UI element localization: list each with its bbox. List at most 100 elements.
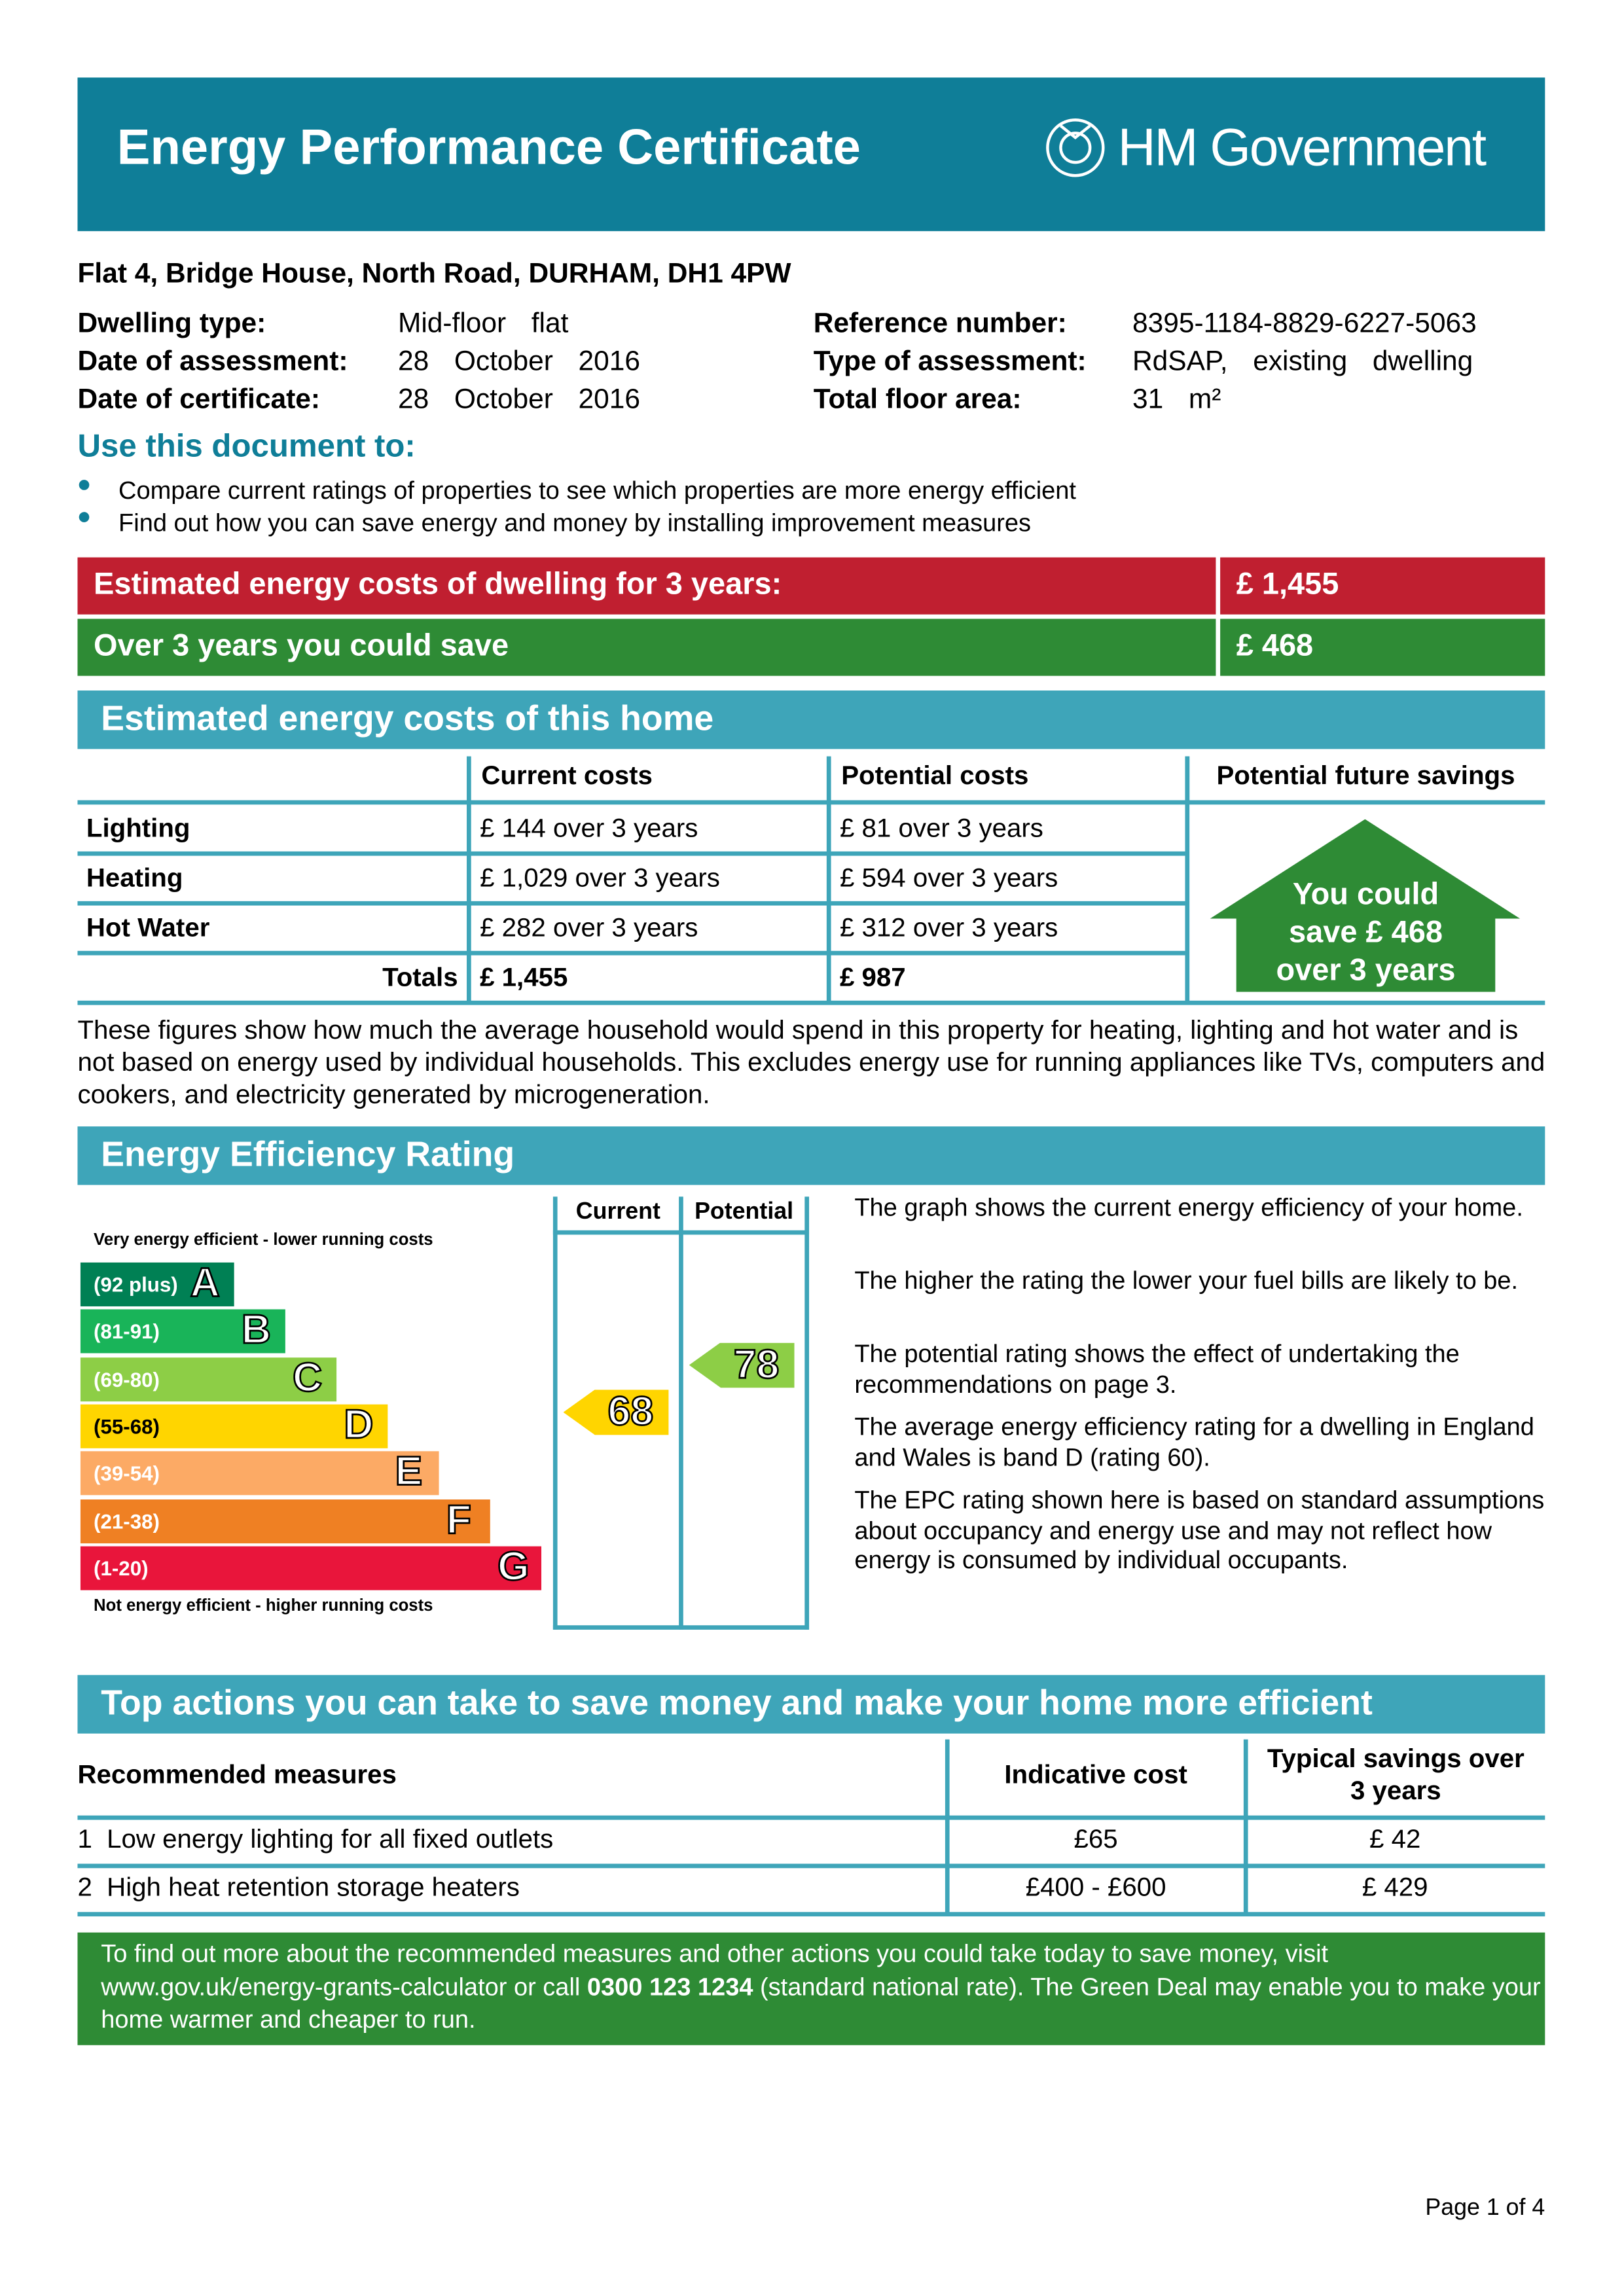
use-item: Find out how you can save energy and mon… (118, 509, 1032, 537)
bullet (79, 512, 90, 522)
column-header: Indicative cost (1004, 1759, 1187, 1789)
footer-text: To find out more about the recommended m… (101, 1939, 1549, 2037)
cell: £ 1,455 (480, 962, 568, 992)
rule (552, 1230, 810, 1235)
band-range: (81-91) (94, 1319, 160, 1344)
savings-text: over 3 years (1276, 954, 1456, 988)
detail-value: 28 October 2016 (397, 384, 640, 416)
section-heading: Energy Efficiency Rating (101, 1135, 515, 1175)
title: Energy Performance Certificate (117, 120, 861, 176)
cell: £400 - £600 (1025, 1872, 1166, 1902)
band-letter: B (240, 1306, 272, 1353)
rating-text: The potential rating shows the effect of… (854, 1340, 1460, 1398)
cell: £ 282 over 3 years (480, 912, 698, 942)
banner-bar (1220, 557, 1545, 615)
cell: 2 (77, 1872, 92, 1902)
band-bar (80, 1498, 490, 1543)
rating-value: 78 (732, 1340, 780, 1387)
band-letter: A (189, 1259, 221, 1306)
banner-value: £ 468 (1236, 629, 1314, 663)
band-range: (39-54) (94, 1462, 160, 1486)
rule (77, 851, 1185, 856)
rule (77, 1000, 1545, 1005)
cell: £ 429 (1362, 1872, 1428, 1902)
rule (1185, 756, 1190, 1003)
section-bar: Estimated energy costs of this home (77, 690, 1545, 749)
section-heading: Top actions you can take to save money a… (101, 1683, 1373, 1723)
address: Flat 4, Bridge House, North Road, DURHAM… (77, 259, 791, 290)
band-letter: E (394, 1448, 423, 1495)
band-bar (80, 1546, 542, 1590)
cell: 1 (77, 1824, 92, 1854)
savings-arrow (1236, 917, 1496, 992)
logo-text: HM Government (1117, 117, 1487, 177)
rating-text: The graph shows the current energy effic… (854, 1193, 1523, 1222)
section-heading: Estimated energy costs of this home (101, 699, 714, 739)
cell: £ 42 (1369, 1824, 1421, 1854)
column-header: Current (575, 1199, 660, 1225)
detail-label: Dwelling type: (77, 308, 266, 340)
detail-label: Reference number: (813, 308, 1067, 340)
rule (945, 1739, 950, 1914)
cell: Hot Water (86, 912, 210, 942)
detail-value: 8395-1184-8829-6227-5063 (1132, 308, 1477, 340)
cell: £ 81 over 3 years (839, 813, 1043, 843)
band-letter: C (292, 1353, 323, 1400)
section-bar: Top actions you can take to save money a… (77, 1675, 1545, 1734)
rating-value: 68 (607, 1388, 654, 1435)
band-letter: G (497, 1542, 530, 1589)
logo-crest (1046, 118, 1105, 177)
section-bar: Energy Efficiency Rating (77, 1126, 1545, 1185)
band-letter: F (445, 1495, 472, 1542)
banner-bar (77, 557, 1216, 615)
rating-text: The higher the rating the lower your fue… (854, 1266, 1519, 1295)
rule (552, 1196, 558, 1630)
detail-label: Type of assessment: (813, 346, 1087, 378)
cell: £ 987 (839, 962, 906, 992)
cell: Low energy lighting for all fixed outlet… (107, 1824, 554, 1854)
band-bar (80, 1357, 337, 1401)
cell: Totals (382, 962, 458, 992)
band-bar (80, 1404, 388, 1448)
cell: Lighting (86, 813, 190, 843)
rule (467, 756, 471, 1003)
rule (826, 756, 831, 1003)
column-header: Current costs (481, 761, 653, 790)
detail-value: 31 m² (1132, 384, 1221, 416)
column-header: Typical savings over 3 years (1267, 1744, 1525, 1806)
cell: £ 1,029 over 3 years (480, 863, 720, 893)
banner-bar (77, 619, 1216, 676)
footer-bar (77, 1932, 1545, 2045)
savings-text: You could (1292, 878, 1439, 912)
rating-note: Very energy efficient - lower running co… (94, 1231, 433, 1249)
cell: £ 144 over 3 years (480, 813, 698, 843)
rule (77, 1815, 1545, 1820)
use-heading: Use this document to: (77, 427, 416, 464)
band-range: (55-68) (94, 1414, 160, 1438)
rule (77, 1912, 1545, 1917)
footer-text-part: To find out more about the recommended m… (101, 1939, 1329, 2001)
band-bar (80, 1310, 285, 1354)
detail-label: Date of certificate: (77, 384, 321, 416)
cell: High heat retention storage heaters (107, 1872, 520, 1902)
cell: £65 (1074, 1824, 1118, 1854)
detail-value: 28 October 2016 (397, 346, 640, 378)
rule (679, 1196, 683, 1630)
band-range: (69-80) (94, 1367, 160, 1391)
page-number: Page 1 of 4 (1425, 2195, 1545, 2221)
detail-value: RdSAP, existing dwelling (1132, 346, 1473, 378)
footer-text-part: 0300 123 1234 (586, 1973, 753, 2001)
detail-value: Mid-floor flat (397, 308, 569, 340)
column-header: Potential future savings (1216, 761, 1515, 790)
band-bar (80, 1451, 439, 1496)
detail-label: Total floor area: (813, 384, 1022, 416)
rule (77, 1863, 1545, 1869)
cell: Heating (86, 863, 183, 893)
detail-label: Date of assessment: (77, 346, 348, 378)
column-header: Recommended measures (77, 1759, 397, 1789)
band-range: (92 plus) (94, 1272, 178, 1297)
banner-label: Estimated energy costs of dwelling for 3… (94, 567, 782, 601)
use-item: Compare current ratings of properties to… (118, 476, 1076, 505)
column-header: Potential costs (841, 761, 1029, 790)
